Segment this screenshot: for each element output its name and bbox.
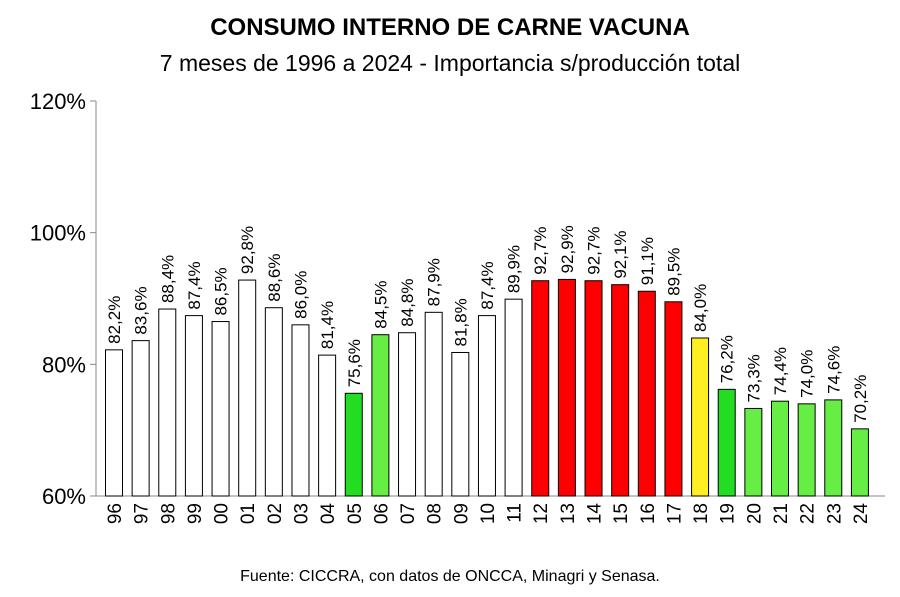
bar [824, 399, 843, 497]
bar-value-label: 76,2% [718, 335, 737, 383]
x-tick-labels: 96 97 98 99 00 01 02 03 04 05 06 07 08 09 10 11 12 13 14 15… [105, 503, 872, 525]
x-tick-label: 00 [212, 503, 233, 524]
bar-value-label: 92,8% [238, 226, 257, 274]
chart-title: CONSUMO INTERNO DE CARNE VACUNA [210, 14, 690, 41]
bar [691, 337, 710, 497]
bar-value-label: 92,9% [558, 225, 577, 273]
bar [131, 340, 150, 497]
x-tick-label: 01 [238, 503, 259, 524]
bar-value-label: 87,4% [478, 261, 497, 309]
bar-value-label: 87,4% [185, 261, 204, 309]
y-axis: 60% 80% 100% 120% [30, 89, 885, 509]
x-tick-label: 06 [371, 503, 392, 524]
bar [264, 307, 283, 497]
chart-subtitle: 7 meses de 1996 a 2024 - Importancia s/p… [159, 50, 741, 76]
bar-value-label: 91,1% [638, 237, 657, 285]
bar [637, 290, 656, 497]
bar-value-label: 74,6% [824, 346, 843, 394]
bar [504, 298, 523, 497]
y-tick-label: 80% [42, 352, 86, 377]
bar-value-label: 87,9% [425, 258, 444, 306]
x-tick-label: 05 [345, 503, 366, 524]
x-tick-label: 14 [585, 503, 606, 525]
bar [105, 349, 123, 497]
bar [424, 311, 443, 497]
x-tick-label: 16 [638, 503, 659, 524]
x-tick-label: 20 [744, 503, 765, 524]
bar [664, 301, 683, 497]
x-tick-label: 09 [451, 503, 472, 524]
bar-value-label: 88,4% [158, 255, 177, 303]
bar-value-label: 89,9% [505, 245, 524, 293]
bar-value-label: 81,8% [451, 298, 470, 346]
y-tick-label: 120% [30, 89, 86, 114]
bar-value-label: 83,6% [132, 286, 151, 334]
bar [744, 407, 763, 497]
chart-source: Fuente: CICCRA, con datos de ONCCA, Mina… [240, 568, 660, 585]
bar-value-label: 84,0% [691, 284, 710, 332]
x-tick-label: 17 [664, 503, 685, 524]
bar [211, 321, 230, 497]
x-tick-label: 02 [265, 503, 286, 524]
bar-value-label: 88,6% [265, 254, 284, 302]
x-tick-label: 13 [558, 503, 579, 524]
bar-value-label: 74,0% [798, 350, 817, 398]
x-tick-label: 04 [318, 503, 339, 525]
x-tick-label: 11 [505, 503, 526, 523]
bar [451, 351, 470, 497]
y-tick-label: 60% [42, 484, 86, 509]
bar-value-label: 86,5% [212, 267, 231, 315]
bar-value-label: 89,5% [664, 248, 683, 296]
bar [717, 388, 736, 497]
bar [238, 279, 257, 497]
bar-value-label: 92,7% [585, 227, 604, 275]
bar-value-label: 84,8% [398, 279, 417, 327]
bar [291, 324, 310, 497]
bar [797, 403, 816, 497]
bar-value-label: 70,2% [851, 375, 870, 423]
bar [850, 428, 869, 497]
x-tick-label: 99 [185, 503, 206, 524]
bar [344, 392, 363, 497]
bar [611, 284, 630, 497]
bar-value-label: 82,2% [105, 296, 124, 344]
bar [584, 280, 603, 497]
bar [318, 354, 337, 497]
bar [398, 332, 417, 497]
x-tick-label: 97 [132, 503, 153, 524]
bar-value-label: 92,7% [531, 227, 550, 275]
bar [531, 280, 550, 497]
x-tick-label: 08 [425, 503, 446, 524]
bar-value-label: 81,4% [318, 301, 337, 349]
x-tick-label: 96 [105, 503, 126, 524]
x-tick-label: 12 [531, 503, 552, 524]
bar [771, 400, 789, 497]
value-labels: 82,2% 83,6% 88,4% 87,4% 86,5% 92,8% 88,6% 86,0%… [105, 225, 870, 423]
x-tick-label: 24 [851, 503, 872, 525]
bar [184, 315, 203, 497]
bar [158, 308, 177, 497]
bar [477, 315, 496, 497]
bar-value-label: 84,5% [371, 281, 390, 329]
bar-value-label: 92,1% [611, 230, 630, 278]
bar-value-label: 73,3% [744, 354, 763, 402]
bar-value-label: 86,0% [291, 271, 310, 319]
x-tick-label: 21 [771, 503, 792, 524]
x-tick-label: 23 [824, 503, 845, 524]
bar [371, 334, 390, 497]
x-tick-label: 03 [291, 503, 312, 524]
x-tick-label: 18 [691, 503, 712, 524]
x-tick-label: 22 [798, 503, 819, 524]
bars [105, 278, 869, 497]
x-tick-label: 19 [718, 503, 739, 524]
y-tick-label: 100% [30, 221, 86, 246]
bar-value-label: 75,6% [345, 339, 364, 387]
x-tick-label: 07 [398, 503, 419, 524]
bar [557, 278, 576, 497]
bar-value-label: 74,4% [771, 347, 790, 395]
x-tick-label: 10 [478, 503, 499, 524]
x-tick-label: 15 [611, 503, 632, 524]
x-tick-label: 98 [158, 503, 179, 524]
